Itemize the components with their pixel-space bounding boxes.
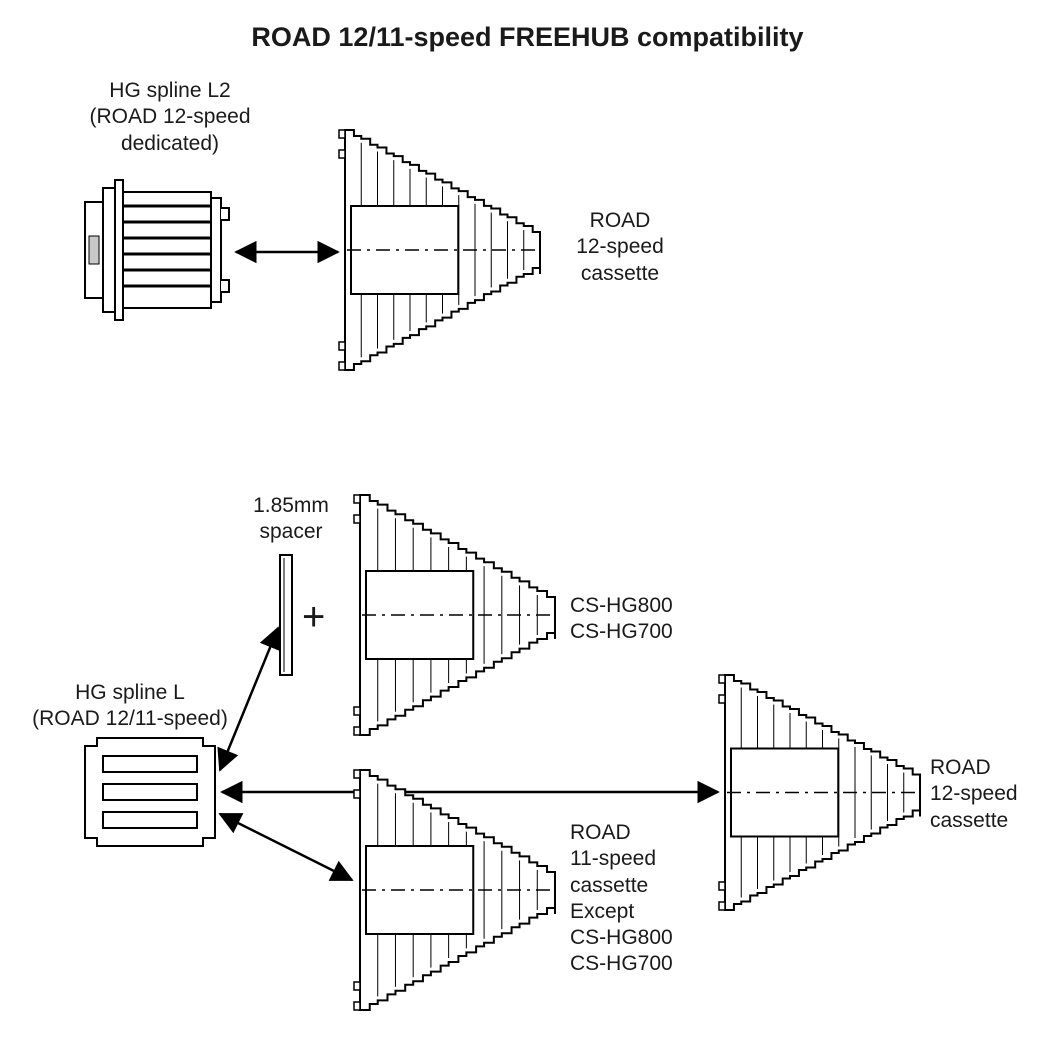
cassette-11-icon [354,770,555,1010]
diagram-svg [0,0,1055,1063]
diagram-page: ROAD 12/11-speed FREEHUB compatibility H… [0,0,1055,1063]
arrow-icon [220,628,278,770]
cassette-12-icon [339,130,540,370]
freehub-l-icon [85,738,215,846]
cassette-hg800-icon [354,495,555,735]
spacer-icon [280,555,292,675]
freehub-l2-icon [85,180,229,320]
arrow-icon [220,814,352,880]
cassette-12b-icon [719,675,920,910]
